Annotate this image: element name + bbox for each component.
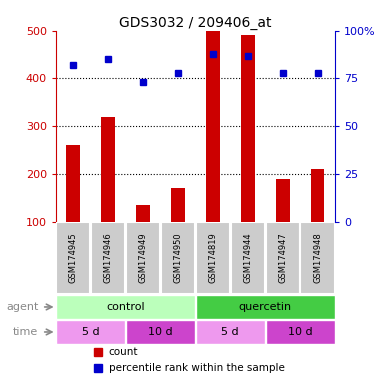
Text: GSM174950: GSM174950	[173, 233, 182, 283]
Text: GSM174946: GSM174946	[104, 233, 113, 283]
Text: agent: agent	[6, 302, 38, 312]
Text: percentile rank within the sample: percentile rank within the sample	[109, 363, 285, 373]
Text: 5 d: 5 d	[82, 327, 100, 337]
Text: count: count	[109, 348, 138, 358]
Text: 10 d: 10 d	[148, 327, 173, 337]
Bar	[196, 295, 335, 319]
Bar	[136, 205, 150, 222]
Bar	[300, 222, 335, 294]
Bar	[66, 145, 80, 222]
Bar	[196, 222, 230, 294]
Text: control: control	[106, 302, 145, 312]
Bar	[126, 320, 195, 344]
Bar	[56, 295, 195, 319]
Text: GSM174944: GSM174944	[243, 233, 252, 283]
Text: GSM174947: GSM174947	[278, 233, 287, 283]
Bar	[56, 320, 125, 344]
Text: time: time	[13, 327, 38, 337]
Bar	[196, 320, 265, 344]
Bar	[206, 31, 220, 222]
Bar	[266, 222, 300, 294]
Bar	[126, 222, 160, 294]
Text: 5 d: 5 d	[221, 327, 239, 337]
Bar	[231, 222, 265, 294]
Bar	[91, 222, 125, 294]
Bar	[161, 222, 195, 294]
Bar	[266, 320, 335, 344]
Bar	[101, 117, 115, 222]
Text: GSM174945: GSM174945	[69, 233, 78, 283]
Bar	[241, 35, 255, 222]
Text: 10 d: 10 d	[288, 327, 312, 337]
Text: GSM174819: GSM174819	[208, 233, 218, 283]
Text: quercetin: quercetin	[239, 302, 292, 312]
Bar	[311, 169, 325, 222]
Text: GSM174949: GSM174949	[139, 233, 147, 283]
Bar	[56, 222, 90, 294]
Text: GSM174948: GSM174948	[313, 233, 322, 283]
Bar	[276, 179, 290, 222]
Title: GDS3032 / 209406_at: GDS3032 / 209406_at	[119, 16, 272, 30]
Bar	[171, 188, 185, 222]
